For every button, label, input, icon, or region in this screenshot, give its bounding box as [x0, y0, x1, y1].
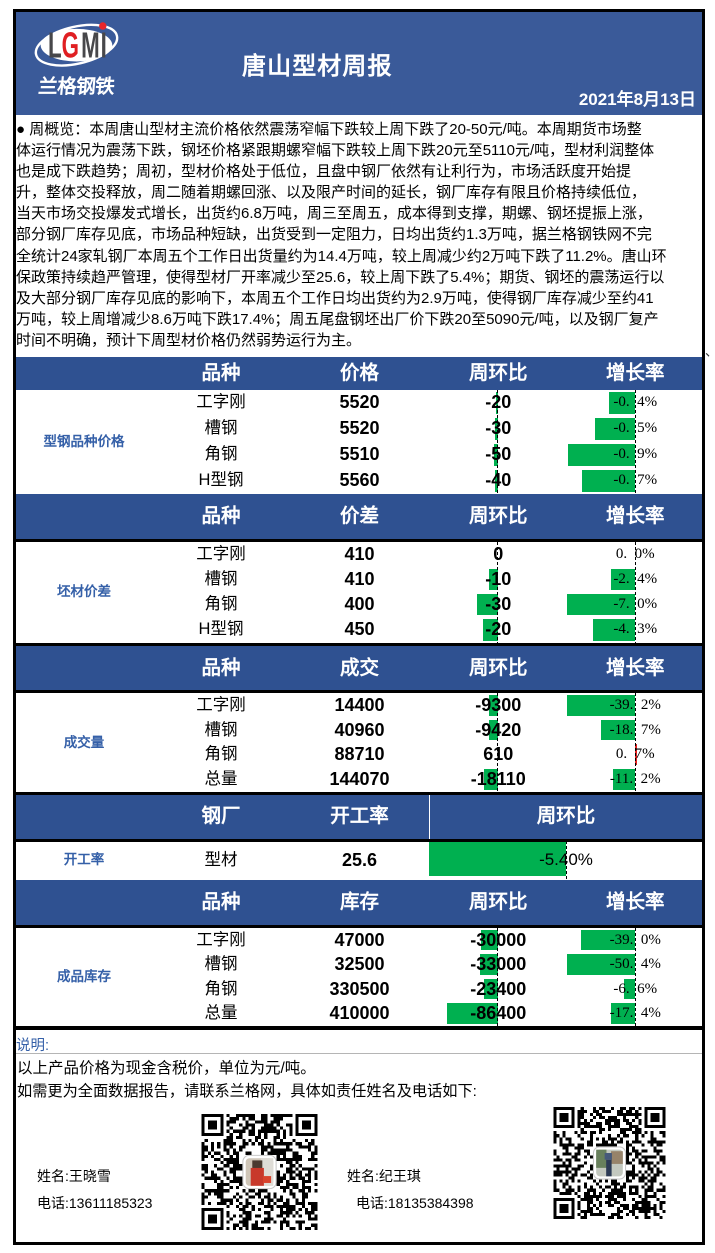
- svg-text:L: L: [48, 26, 62, 66]
- svg-text:I: I: [101, 26, 107, 66]
- svg-text:兰格钢铁: 兰格钢铁: [37, 75, 116, 98]
- svg-text:M: M: [81, 26, 100, 66]
- svg-text:G: G: [62, 26, 79, 66]
